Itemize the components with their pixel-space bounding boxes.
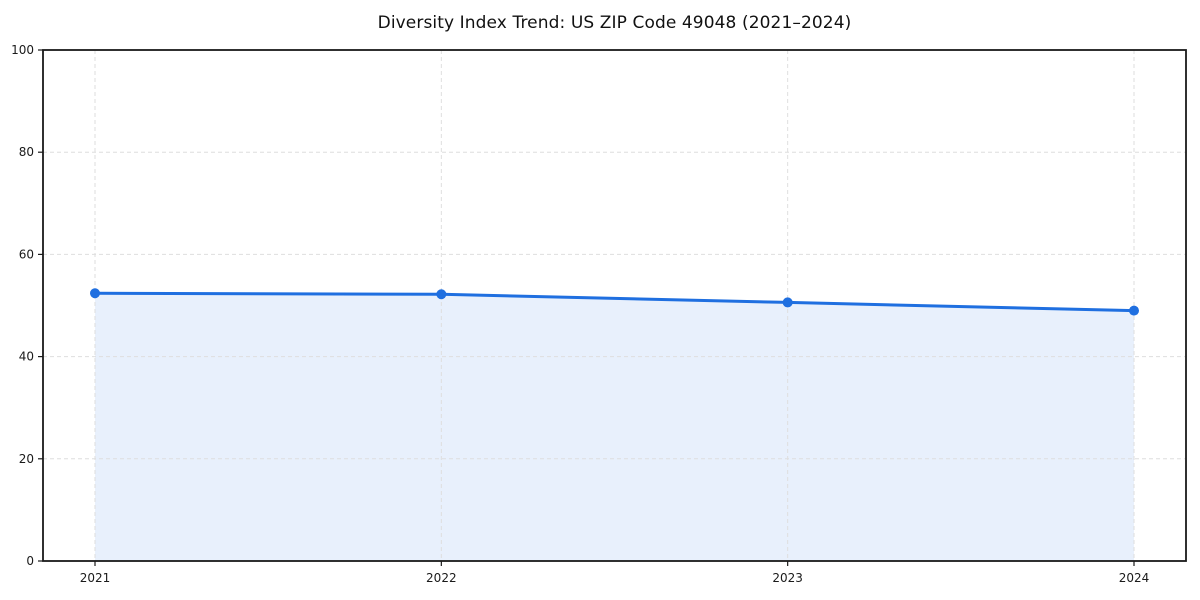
data-point xyxy=(436,289,447,300)
data-point xyxy=(782,297,793,308)
x-tick-label: 2023 xyxy=(772,571,803,585)
x-tick-label: 2024 xyxy=(1119,571,1150,585)
y-tick-label: 80 xyxy=(19,145,34,159)
y-tick-label: 20 xyxy=(19,452,34,466)
plot-border xyxy=(42,49,1187,562)
y-tick-label: 100 xyxy=(11,43,34,57)
y-tick-label: 40 xyxy=(19,350,34,364)
x-tick-label: 2022 xyxy=(426,571,457,585)
data-point xyxy=(1129,305,1139,316)
y-tick-label: 60 xyxy=(19,247,34,261)
x-tick-label: 2021 xyxy=(80,571,111,585)
area-fill xyxy=(95,293,1134,561)
data-point xyxy=(90,288,100,299)
y-tick-label: 0 xyxy=(26,554,34,568)
trend-line xyxy=(93,291,1136,313)
chart-title: Diversity Index Trend: US ZIP Code 49048… xyxy=(377,13,852,33)
